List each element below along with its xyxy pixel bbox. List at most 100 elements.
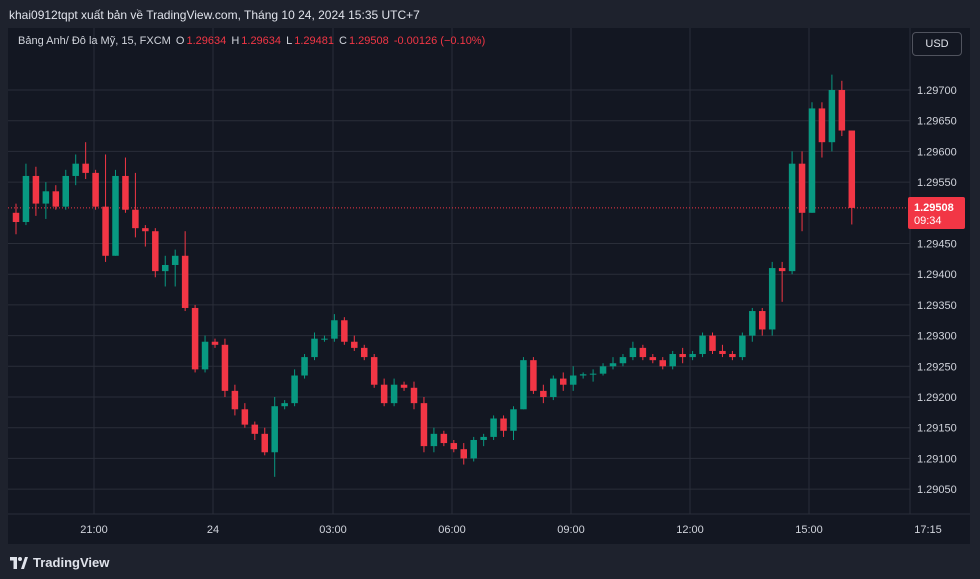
candle[interactable] xyxy=(460,443,468,465)
candle[interactable] xyxy=(291,369,298,407)
candle[interactable] xyxy=(759,307,766,336)
candle[interactable] xyxy=(171,249,179,287)
candle[interactable] xyxy=(361,344,368,361)
candle[interactable] xyxy=(450,439,458,453)
candle[interactable] xyxy=(659,357,667,370)
candle[interactable] xyxy=(251,421,259,440)
candle[interactable] xyxy=(430,427,438,453)
candle-body xyxy=(619,357,627,364)
candle[interactable] xyxy=(709,332,716,355)
candle[interactable] xyxy=(749,307,756,342)
candle[interactable] xyxy=(798,151,806,232)
candle[interactable] xyxy=(301,354,308,379)
candle[interactable] xyxy=(351,335,358,351)
candle[interactable] xyxy=(132,172,139,238)
candle[interactable] xyxy=(818,102,826,158)
candle[interactable] xyxy=(72,154,79,186)
candle[interactable] xyxy=(122,157,129,213)
candle[interactable] xyxy=(271,397,278,477)
candle[interactable] xyxy=(788,151,796,275)
candle[interactable] xyxy=(181,231,189,312)
candle-body xyxy=(679,354,686,358)
legend-high-label: H xyxy=(231,35,240,47)
currency-button[interactable]: USD xyxy=(912,32,962,56)
candle[interactable] xyxy=(540,384,547,404)
candle[interactable] xyxy=(470,436,477,462)
candle[interactable] xyxy=(341,317,348,345)
price-tick-label: 1.29650 xyxy=(917,116,957,128)
time-tick-label: 03:00 xyxy=(319,524,347,536)
candle-body xyxy=(62,175,69,207)
candle[interactable] xyxy=(569,366,577,391)
candle[interactable] xyxy=(768,261,776,336)
candle[interactable] xyxy=(639,344,647,361)
candle[interactable] xyxy=(211,338,219,348)
candle[interactable] xyxy=(550,375,557,401)
candle[interactable] xyxy=(162,255,169,287)
candle[interactable] xyxy=(440,430,448,447)
chart-pane[interactable]: 1.29700 1.29650 1.29600 1.29550 1.29450 1.294… xyxy=(8,28,970,544)
candle[interactable] xyxy=(679,347,686,364)
candle[interactable] xyxy=(560,372,567,391)
candle[interactable] xyxy=(231,384,239,416)
candle[interactable] xyxy=(92,169,99,210)
candle[interactable] xyxy=(321,335,328,342)
candle[interactable] xyxy=(261,427,269,456)
candle[interactable] xyxy=(32,166,40,216)
candle[interactable] xyxy=(191,304,199,373)
candle[interactable] xyxy=(331,314,338,342)
candle[interactable] xyxy=(82,142,89,180)
candle[interactable] xyxy=(729,350,736,361)
candle[interactable] xyxy=(62,169,70,210)
candle[interactable] xyxy=(689,350,696,361)
candle[interactable] xyxy=(12,203,20,235)
candle[interactable] xyxy=(102,154,109,262)
tradingview-logo[interactable]: TradingView xyxy=(10,555,109,570)
candle[interactable] xyxy=(838,80,846,137)
candle[interactable] xyxy=(808,102,816,213)
candle[interactable] xyxy=(221,338,229,397)
candle[interactable] xyxy=(699,332,706,358)
candle[interactable] xyxy=(370,354,378,388)
candle[interactable] xyxy=(649,354,657,364)
candle[interactable] xyxy=(739,332,746,361)
candle[interactable] xyxy=(530,357,537,394)
candle[interactable] xyxy=(22,163,30,226)
candle[interactable] xyxy=(579,372,587,379)
candle[interactable] xyxy=(520,357,527,410)
candle[interactable] xyxy=(490,415,497,440)
candle[interactable] xyxy=(480,433,487,447)
candle[interactable] xyxy=(589,369,597,382)
candle[interactable] xyxy=(420,397,428,453)
candle[interactable] xyxy=(142,225,149,247)
candle[interactable] xyxy=(828,74,836,152)
candle[interactable] xyxy=(380,378,388,407)
candlestick-chart[interactable]: 1.29700 1.29650 1.29600 1.29550 1.29450 1.294… xyxy=(8,28,970,544)
candle[interactable] xyxy=(609,357,617,370)
candle[interactable] xyxy=(201,335,209,373)
candle[interactable] xyxy=(669,350,676,370)
candle[interactable] xyxy=(500,415,507,437)
candle[interactable] xyxy=(281,400,288,410)
candle[interactable] xyxy=(52,185,60,210)
candle[interactable] xyxy=(510,406,517,440)
candle-body xyxy=(102,206,109,256)
candle[interactable] xyxy=(112,169,119,256)
candle[interactable] xyxy=(719,344,726,358)
price-tick-label: 1.29600 xyxy=(917,146,957,158)
candle[interactable] xyxy=(778,261,786,302)
candle-body xyxy=(42,191,50,204)
candle[interactable] xyxy=(311,332,318,361)
candle[interactable] xyxy=(42,182,50,219)
price-tick-label: 1.29250 xyxy=(917,361,957,373)
candle[interactable] xyxy=(619,354,627,367)
candle[interactable] xyxy=(241,403,249,428)
candle[interactable] xyxy=(152,228,159,278)
candle[interactable] xyxy=(390,378,398,407)
candle[interactable] xyxy=(629,341,637,361)
candle[interactable] xyxy=(599,363,607,376)
candle[interactable] xyxy=(400,381,408,391)
candle[interactable] xyxy=(410,381,418,410)
candle-body xyxy=(410,387,418,404)
candle[interactable] xyxy=(848,130,856,225)
